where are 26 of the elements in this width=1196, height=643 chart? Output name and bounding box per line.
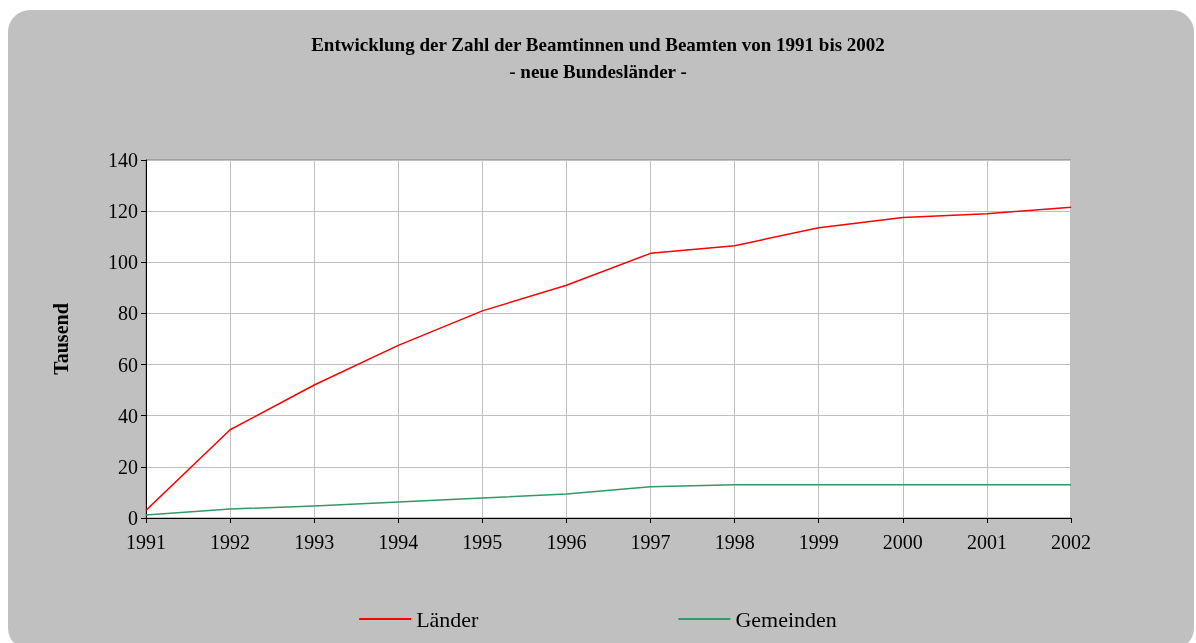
y-tick-label: 0 <box>128 507 138 529</box>
x-tick-label: 2001 <box>966 531 1007 553</box>
x-tick-label: 1992 <box>210 531 251 553</box>
y-axis-title: Tausend <box>50 303 72 375</box>
x-tick-label: 1997 <box>630 531 671 553</box>
x-tick-label: 1998 <box>714 531 755 553</box>
y-tick-label: 40 <box>118 404 138 427</box>
x-tick-label: 1994 <box>378 531 419 553</box>
legend-label: Gemeinden <box>735 606 837 632</box>
y-tick-label: 100 <box>108 251 138 274</box>
y-tick-label: 120 <box>108 200 138 223</box>
x-tick-label: 1999 <box>798 531 839 553</box>
x-tick-label: 1996 <box>546 531 587 553</box>
y-tick-label: 80 <box>118 302 138 325</box>
x-tick-label: 1993 <box>294 531 335 553</box>
x-tick-label: 2002 <box>1051 531 1091 553</box>
chart-subtitle: - neue Bundesländer - <box>509 61 687 82</box>
chart-title: Entwicklung der Zahl der Beamtinnen und Beamten von 1991 bis 2002 <box>311 34 885 55</box>
y-tick-label: 140 <box>108 149 138 171</box>
x-tick-label: 1991 <box>126 531 166 553</box>
y-tick-label: 20 <box>118 455 138 478</box>
line-series <box>145 206 1072 512</box>
x-tick-label: 1995 <box>462 531 503 553</box>
x-tick-label: 2000 <box>882 531 923 553</box>
legend-label: Länder <box>416 606 480 632</box>
y-tick-label: 60 <box>118 353 138 376</box>
